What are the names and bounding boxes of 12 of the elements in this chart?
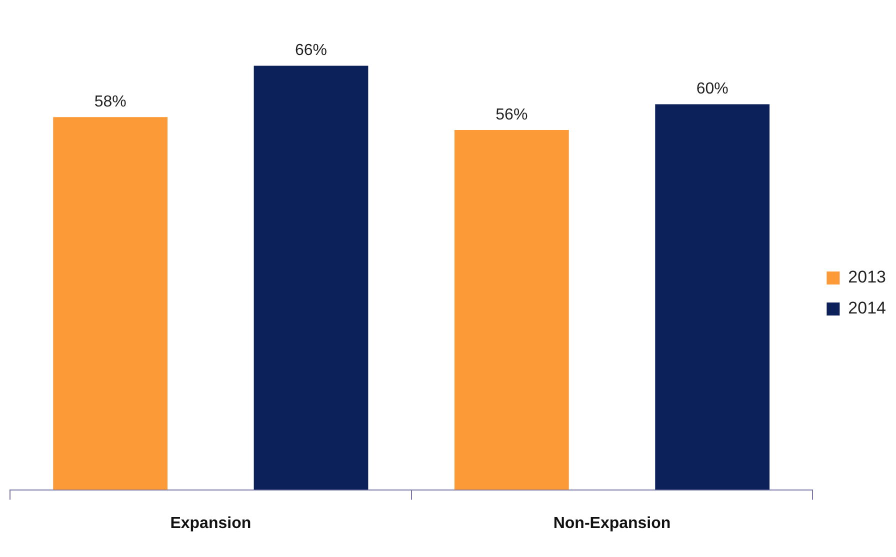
bar: [254, 66, 368, 490]
data-label: 56%: [496, 106, 528, 124]
x-tick-label: Expansion: [170, 514, 252, 532]
data-label: 58%: [94, 94, 126, 111]
x-tick-label: Non-Expansion: [553, 514, 671, 532]
data-label: 66%: [294, 42, 328, 60]
bar: [53, 117, 168, 490]
bar: [454, 130, 569, 490]
data-label: 60%: [696, 80, 728, 98]
legend-label: 2013: [848, 268, 886, 287]
bar: [655, 104, 770, 490]
legend-label: 2014: [848, 298, 886, 318]
